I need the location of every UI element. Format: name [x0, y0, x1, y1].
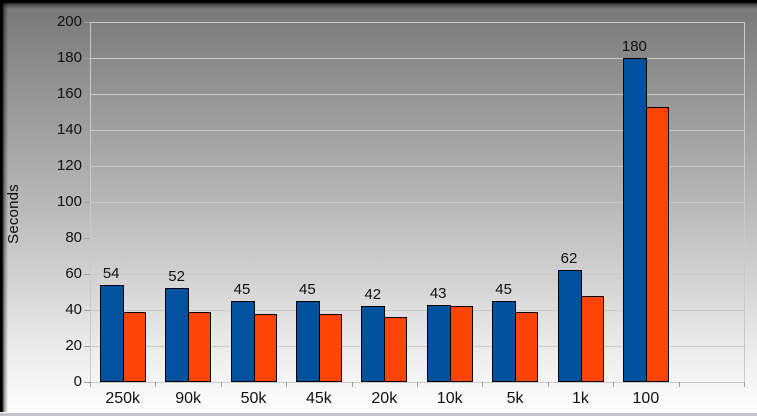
gridline-200	[90, 22, 744, 23]
x-category-label-5k: 5k	[506, 390, 524, 407]
window-top-edge	[0, 0, 757, 9]
bar-series-orange-100	[645, 106, 669, 382]
y-tick-label-20: 20	[65, 337, 82, 354]
y-tick-20	[84, 346, 90, 347]
y-tick-0	[84, 382, 90, 383]
y-tick-label-40: 40	[65, 301, 82, 318]
x-tick-2	[220, 382, 222, 387]
y-tick-label-140: 140	[56, 121, 82, 138]
bar-series-orange-45k	[318, 313, 342, 382]
y-tick-120	[84, 166, 90, 167]
x-category-label-1k: 1k	[572, 390, 589, 407]
y-axis-line	[90, 22, 91, 382]
gridline-20	[90, 346, 744, 347]
x-tick-8	[613, 382, 615, 387]
gridline-160	[90, 94, 744, 95]
y-tick-80	[84, 238, 90, 239]
data-label-10k: 43	[429, 284, 447, 302]
x-tick-5	[417, 382, 418, 387]
bar-series-orange-20k	[384, 317, 408, 382]
x-tick-10	[744, 382, 745, 387]
bar-series-orange-50k	[253, 313, 277, 382]
data-label-90k: 52	[168, 268, 185, 286]
x-tick-6	[482, 382, 484, 387]
bar-series-orange-250k	[122, 311, 146, 382]
x-tick-0	[90, 382, 91, 387]
bar-series-blue-1k	[557, 270, 582, 382]
y-axis-title: Seconds	[5, 184, 22, 244]
gridline-40	[90, 310, 744, 311]
data-label-45k: 45	[299, 281, 316, 298]
x-category-label-10k: 10k	[436, 390, 463, 407]
y-tick-60	[84, 274, 90, 275]
x-tick-4	[351, 382, 353, 387]
y-tick-40	[84, 310, 90, 311]
bar-series-blue-10k	[426, 304, 451, 382]
gridline-100	[90, 202, 744, 203]
bar-series-orange-90k	[188, 311, 212, 382]
y-tick-200	[84, 22, 90, 23]
y-tick-100	[84, 202, 90, 203]
bar-series-blue-45k	[295, 301, 320, 382]
y-tick-label-200: 200	[56, 13, 82, 30]
data-label-20k: 42	[364, 286, 382, 304]
x-category-label-90k: 90k	[175, 390, 201, 407]
y-tick-160	[84, 94, 90, 95]
window-bottom-edge	[0, 413, 757, 416]
data-label-1k: 62	[560, 250, 578, 268]
x-category-label-250k: 250k	[105, 390, 141, 407]
bar-series-blue-250k	[99, 284, 124, 382]
bar-series-blue-5k	[492, 301, 517, 382]
gridline-180	[90, 58, 744, 59]
bar-series-orange-1k	[580, 295, 604, 382]
y-tick-140	[84, 130, 90, 131]
x-tick-1	[155, 382, 157, 387]
x-tick-9	[678, 382, 680, 387]
y-tick-label-180: 180	[56, 49, 82, 66]
x-category-label-50k: 50k	[240, 390, 267, 407]
y-tick-label-0: 0	[73, 373, 82, 390]
y-tick-label-60: 60	[65, 265, 82, 282]
bar-series-blue-50k	[230, 301, 255, 382]
gridline-60	[90, 274, 744, 275]
x-category-label-45k: 45k	[305, 390, 332, 407]
bar-series-blue-100	[622, 58, 647, 382]
y-tick-label-100: 100	[56, 193, 82, 210]
y-tick-label-120: 120	[56, 157, 82, 174]
y-tick-label-160: 160	[56, 85, 82, 102]
x-tick-7	[547, 382, 549, 387]
bar-series-blue-90k	[165, 288, 190, 382]
data-label-100: 180	[621, 38, 647, 55]
y-tick-label-80: 80	[65, 229, 82, 246]
data-label-250k: 54	[102, 264, 120, 282]
bar-series-orange-5k	[515, 311, 539, 382]
data-label-50k: 45	[233, 281, 251, 298]
y-tick-180	[84, 58, 90, 59]
x-category-label-20k: 20k	[371, 390, 398, 407]
plot-right-border	[744, 22, 745, 382]
gridline-80	[90, 238, 744, 239]
x-tick-3	[286, 382, 288, 387]
gridline-140	[90, 130, 744, 131]
x-category-label-100: 100	[632, 390, 660, 407]
gridline-120	[90, 166, 744, 167]
bar-series-orange-10k	[449, 306, 473, 382]
bar-series-blue-20k	[361, 306, 386, 382]
data-label-5k: 45	[495, 281, 512, 298]
